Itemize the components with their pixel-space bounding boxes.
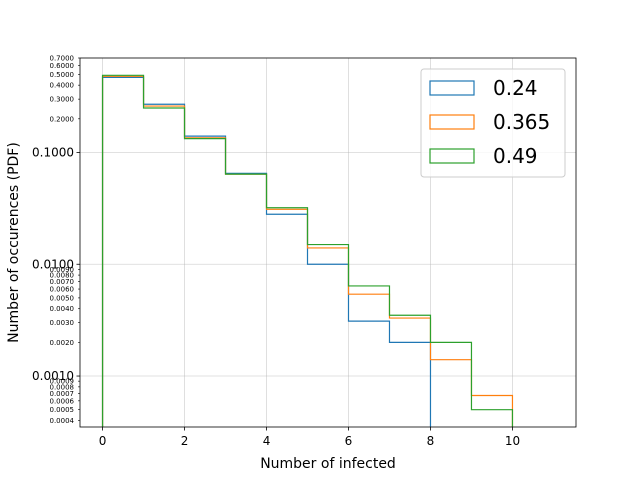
y-minor-tick-label: 0.0007 xyxy=(50,390,75,398)
y-minor-tick-label: 0.0080 xyxy=(50,272,75,280)
y-axis-label: Number of occurences (PDF) xyxy=(6,142,22,343)
x-axis-label: Number of infected xyxy=(260,456,396,472)
y-tick-label: 0.0100 xyxy=(32,257,74,271)
y-minor-tick-label: 0.0070 xyxy=(50,278,75,286)
x-axis: 0 2 4 6 8 10 xyxy=(99,427,520,448)
y-minor-tick-label: 0.3000 xyxy=(50,96,75,104)
legend-swatch xyxy=(429,148,475,164)
y-minor-tick-label: 0.2000 xyxy=(50,115,75,123)
legend-label: 0.24 xyxy=(493,76,538,100)
y-minor-tick-label: 0.0060 xyxy=(50,286,75,294)
x-tick-label: 4 xyxy=(263,434,271,448)
legend: 0.24 0.365 0.49 xyxy=(420,68,566,178)
series-line-0.49 xyxy=(101,74,514,427)
x-tick-label: 6 xyxy=(345,434,353,448)
axes-frame xyxy=(79,57,577,428)
y-minor-tick-label: 0.6000 xyxy=(50,62,75,70)
y-minor-tick-label: 0.0040 xyxy=(50,305,75,313)
legend-swatch xyxy=(429,114,475,130)
legend-label: 0.49 xyxy=(493,144,538,168)
x-tick-label: 8 xyxy=(427,434,435,448)
plot-area xyxy=(101,74,514,427)
y-tick-label: 0.1000 xyxy=(32,145,74,159)
legend-swatch xyxy=(429,80,475,96)
y-minor-tick-label: 0.0006 xyxy=(50,397,75,405)
y-minor-tick-label: 0.0005 xyxy=(50,406,75,414)
legend-label: 0.365 xyxy=(493,110,550,134)
y-minor-tick-label: 0.0020 xyxy=(50,339,75,347)
x-tick-label: 0 xyxy=(99,434,107,448)
y-minor-tick-label: 0.0009 xyxy=(50,378,75,386)
y-tick-label: 0.0010 xyxy=(32,369,74,383)
x-tick-label: 2 xyxy=(181,434,189,448)
y-minor-tick-label: 0.0050 xyxy=(50,294,75,302)
y-minor-tick-label: 0.0090 xyxy=(50,266,75,274)
y-minor-tick-label: 0.0030 xyxy=(50,319,75,327)
x-tick-label: 10 xyxy=(505,434,520,448)
y-minor-tick-label: 0.0008 xyxy=(50,383,75,391)
legend-box xyxy=(420,68,566,178)
y-minor-tick-label: 0.4000 xyxy=(50,82,75,90)
y-axis: 0.00100.01000.10000.00040.00050.00060.00… xyxy=(32,55,80,425)
y-minor-tick-label: 0.5000 xyxy=(50,71,75,79)
y-minor-tick-label: 0.0004 xyxy=(50,417,75,425)
y-minor-tick-label: 0.7000 xyxy=(50,55,75,63)
